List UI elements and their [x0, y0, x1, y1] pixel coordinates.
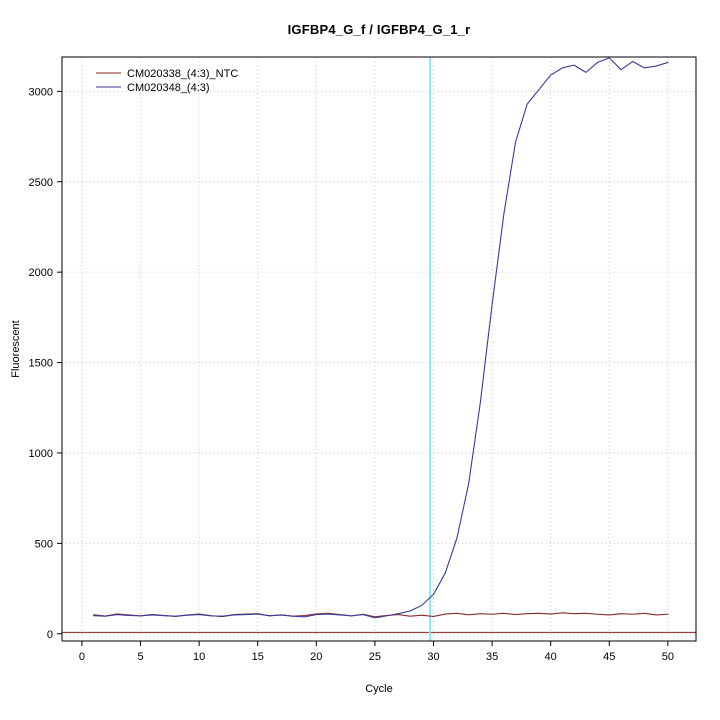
series-line-1	[93, 57, 669, 619]
legend-label: CM020348_(4:3)	[127, 82, 210, 94]
chart-title: IGFBP4_G_f / IGFBP4_G_1_r	[287, 22, 471, 37]
y-tick-label: 3000	[29, 86, 53, 98]
x-tick-label: 45	[603, 651, 615, 663]
x-axis-label: Cycle	[365, 683, 393, 695]
x-tick-label: 35	[486, 651, 498, 663]
axes: 0 5 10 15 20 25 30 35 40 45 5005001000150020002500…	[29, 86, 674, 663]
x-tick-label: 20	[310, 651, 322, 663]
plot-border	[61, 56, 697, 642]
grid-lines	[62, 57, 696, 641]
legend: CM020338_(4:3)_NTC CM020348_(4:3)	[96, 68, 238, 94]
y-tick-label: 0	[47, 629, 53, 641]
x-tick-label: 0	[79, 651, 85, 663]
x-tick-label: 15	[252, 651, 264, 663]
y-tick-label: 1000	[29, 448, 53, 460]
y-tick-label: 1500	[29, 358, 53, 370]
x-tick-label: 5	[137, 651, 143, 663]
y-tick-label: 2000	[29, 267, 53, 279]
x-tick-label: 40	[545, 651, 557, 663]
y-tick-label: 500	[35, 538, 53, 550]
x-tick-label: 10	[193, 651, 205, 663]
legend-label: CM020338_(4:3)_NTC	[127, 68, 238, 80]
x-tick-label: 25	[369, 651, 381, 663]
y-tick-label: 2500	[29, 177, 53, 189]
x-tick-label: 50	[662, 651, 674, 663]
x-tick-label: 30	[427, 651, 439, 663]
